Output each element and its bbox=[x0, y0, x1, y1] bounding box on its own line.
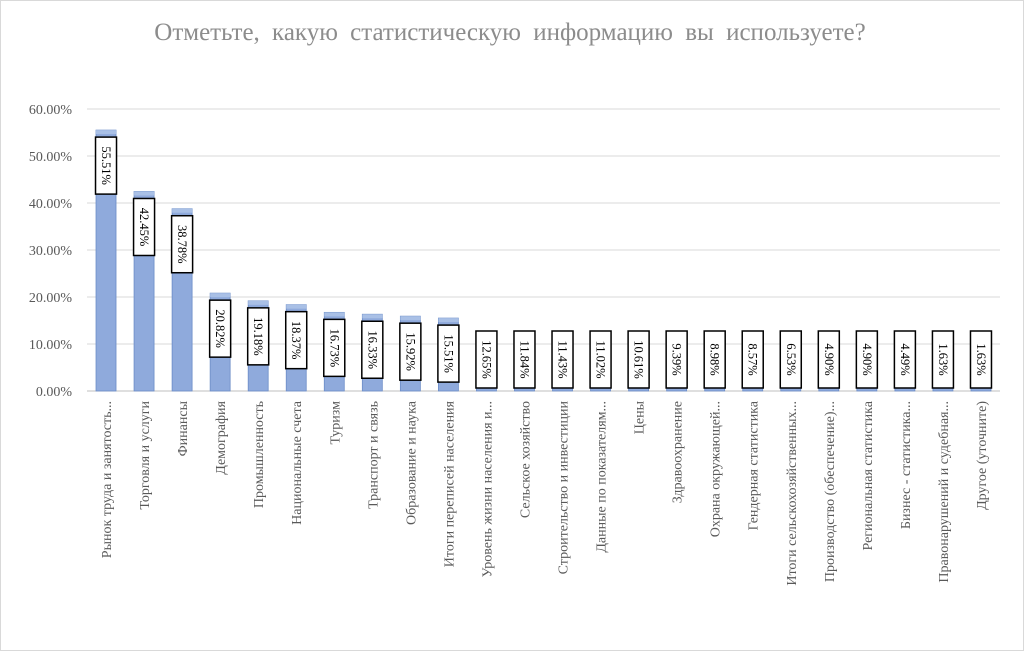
data-label: 11.84% bbox=[517, 340, 531, 378]
category-label: Гендерная статистика bbox=[747, 400, 762, 530]
data-label: 16.73% bbox=[327, 329, 341, 368]
y-tick-label: 60.00% bbox=[29, 103, 73, 118]
category-label: Торговля и услуги bbox=[138, 400, 153, 509]
data-label: 8.98% bbox=[708, 343, 722, 375]
category-label: Региональная статистика bbox=[861, 400, 876, 550]
data-label: 42.45% bbox=[137, 208, 151, 247]
data-label: 15.92% bbox=[403, 332, 417, 371]
y-tick-label: 30.00% bbox=[29, 244, 73, 259]
bar-cap bbox=[400, 316, 421, 321]
y-tick-label: 0.00% bbox=[36, 385, 73, 400]
data-label: 19.18% bbox=[251, 317, 265, 356]
data-label-box bbox=[246, 307, 270, 366]
data-label-box bbox=[475, 330, 498, 389]
category-label: Транспорт и связь bbox=[366, 401, 381, 509]
y-tick-label: 40.00% bbox=[29, 197, 73, 212]
category-label: Строительство и инвестиции bbox=[557, 400, 572, 574]
data-label-box bbox=[665, 330, 688, 389]
category-label: Правонарушений и судебная... bbox=[937, 401, 952, 583]
category-label: Данные по показателям... bbox=[595, 401, 610, 553]
data-label: 18.37% bbox=[289, 321, 303, 360]
bar-cap bbox=[172, 208, 193, 213]
y-tick-label: 10.00% bbox=[29, 338, 73, 353]
data-label: 9.39% bbox=[670, 343, 684, 375]
data-label-box bbox=[969, 330, 993, 389]
data-label-box bbox=[513, 330, 536, 389]
category-label: Образование и наука bbox=[404, 400, 419, 525]
category-label: Здравоохранение bbox=[671, 401, 686, 503]
data-label: 11.02% bbox=[594, 340, 608, 378]
bar-cap bbox=[438, 318, 459, 323]
category-label: Национальные счета bbox=[290, 400, 305, 525]
category-label: Финансы bbox=[176, 400, 191, 456]
data-label-box bbox=[323, 318, 346, 378]
category-label: Итоги переписей населения bbox=[442, 400, 457, 567]
category-label: Сельское хозяйство bbox=[518, 401, 533, 518]
data-label-box bbox=[551, 330, 574, 389]
chart-title: Отметьте, какую статистическую информаци… bbox=[154, 19, 866, 46]
data-label: 20.82% bbox=[213, 309, 227, 348]
data-label: 4.90% bbox=[822, 343, 836, 375]
category-label: Другое (уточните) bbox=[975, 401, 990, 510]
bar-cap bbox=[96, 130, 117, 135]
data-label: 6.53% bbox=[784, 343, 798, 375]
data-label: 12.65% bbox=[479, 340, 493, 379]
data-label-box bbox=[589, 330, 612, 389]
data-label: 4.49% bbox=[898, 343, 912, 375]
category-label: Охрана окружающей... bbox=[709, 401, 724, 537]
data-label: 16.33% bbox=[365, 330, 379, 369]
data-label: 11.43% bbox=[556, 340, 570, 378]
category-label: Рынок труда и занятость... bbox=[100, 401, 115, 558]
data-label: 38.78% bbox=[175, 225, 189, 264]
category-label: Демография bbox=[214, 400, 229, 474]
bar-cap bbox=[210, 293, 231, 298]
category-label: Цены bbox=[633, 400, 648, 434]
data-label: 15.51% bbox=[441, 334, 455, 373]
bar-cap bbox=[134, 191, 155, 196]
data-label: 10.61% bbox=[632, 340, 646, 379]
data-label: 4.90% bbox=[860, 343, 874, 375]
y-tick-label: 20.00% bbox=[29, 291, 73, 306]
data-label-box bbox=[208, 299, 232, 358]
y-tick-label: 50.00% bbox=[29, 150, 73, 165]
data-label-box bbox=[817, 330, 841, 389]
data-label-box bbox=[779, 330, 803, 389]
data-label-box bbox=[170, 214, 194, 274]
data-label: 8.57% bbox=[746, 343, 760, 375]
category-label: Бизнес - статистика... bbox=[899, 401, 914, 529]
data-label-box bbox=[703, 330, 726, 389]
data-label-box bbox=[437, 324, 460, 383]
category-label: Итоги сельскохозяйственных... bbox=[785, 401, 800, 586]
data-label-box bbox=[132, 197, 156, 257]
bar-cap bbox=[248, 300, 269, 305]
data-label-box bbox=[931, 330, 955, 389]
category-label: Промышленность bbox=[252, 401, 267, 508]
data-label-box bbox=[94, 136, 118, 195]
bar-cap bbox=[324, 312, 345, 317]
category-label: Производство (обеспечение)... bbox=[823, 401, 838, 582]
category-label: Туризм bbox=[328, 401, 343, 445]
data-label-box bbox=[855, 330, 879, 389]
data-label: 1.63% bbox=[936, 343, 950, 375]
data-label: 55.51% bbox=[99, 146, 113, 185]
data-label-box bbox=[627, 330, 650, 389]
data-label-box bbox=[741, 330, 764, 389]
data-label-box bbox=[893, 330, 917, 389]
data-label-box bbox=[284, 310, 308, 370]
data-label: 1.63% bbox=[974, 343, 988, 375]
bar-cap bbox=[286, 304, 307, 309]
data-label-box bbox=[399, 322, 422, 381]
category-label: Уровень жизни населения и... bbox=[480, 401, 495, 577]
bar-cap bbox=[362, 314, 383, 319]
data-label-box bbox=[361, 320, 384, 379]
